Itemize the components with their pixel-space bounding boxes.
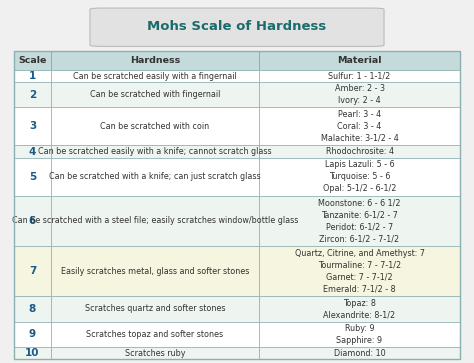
Text: 4: 4 — [29, 147, 36, 156]
Bar — [51, 82, 259, 107]
Text: Scratches topaz and softer stones: Scratches topaz and softer stones — [86, 330, 224, 339]
Text: 8: 8 — [29, 304, 36, 314]
Text: Moonstone: 6 - 6 1/2
Tanzanite: 6-1/2 - 7
Peridot: 6-1/2 - 7
Zircon: 6-1/2 - 7-1: Moonstone: 6 - 6 1/2 Tanzanite: 6-1/2 - … — [318, 199, 401, 243]
Bar — [51, 196, 259, 246]
Bar — [259, 347, 460, 359]
Bar — [51, 246, 259, 297]
Text: Can be scratched with a steel file; easily scratches window/bottle glass: Can be scratched with a steel file; easi… — [12, 216, 298, 225]
Text: 5: 5 — [29, 172, 36, 182]
Bar — [259, 297, 460, 322]
Bar — [259, 158, 460, 196]
Text: Can be scratched with fingernail: Can be scratched with fingernail — [90, 90, 220, 99]
Text: 7: 7 — [29, 266, 36, 276]
Text: Ruby: 9
Sapphire: 9: Ruby: 9 Sapphire: 9 — [337, 324, 383, 344]
Text: 3: 3 — [29, 121, 36, 131]
Text: Diamond: 10: Diamond: 10 — [334, 348, 385, 358]
Bar — [14, 246, 51, 297]
Text: Can be scratched easily with a knife; cannot scratch glass: Can be scratched easily with a knife; ca… — [38, 147, 272, 156]
Bar — [259, 82, 460, 107]
Bar — [51, 107, 259, 145]
Bar — [51, 347, 259, 359]
Bar — [14, 107, 51, 145]
Text: Topaz: 8
Alexandrite: 8-1/2: Topaz: 8 Alexandrite: 8-1/2 — [323, 299, 396, 319]
Text: 1: 1 — [29, 71, 36, 81]
Text: 6: 6 — [29, 216, 36, 226]
Text: 9: 9 — [29, 329, 36, 339]
Text: Amber: 2 - 3
Ivory: 2 - 4: Amber: 2 - 3 Ivory: 2 - 4 — [335, 85, 384, 105]
Text: Scratches ruby: Scratches ruby — [125, 348, 185, 358]
Bar — [259, 322, 460, 347]
Bar — [259, 70, 460, 82]
Text: Lapis Lazuli: 5 - 6
Turquoise: 5 - 6
Opal: 5-1/2 - 6-1/2: Lapis Lazuli: 5 - 6 Turquoise: 5 - 6 Opa… — [323, 160, 396, 193]
Text: 10: 10 — [25, 348, 40, 358]
Text: Scale: Scale — [18, 56, 46, 65]
Bar — [259, 246, 460, 297]
Text: Pearl: 3 - 4
Coral: 3 - 4
Malachite: 3-1/2 - 4: Pearl: 3 - 4 Coral: 3 - 4 Malachite: 3-1… — [320, 110, 399, 143]
Bar — [14, 145, 51, 158]
Bar — [51, 322, 259, 347]
Text: Scratches quartz and softer stones: Scratches quartz and softer stones — [85, 305, 225, 314]
Bar — [14, 70, 51, 82]
Text: Rhodochrosite: 4: Rhodochrosite: 4 — [326, 147, 393, 156]
Bar — [259, 51, 460, 70]
Bar — [259, 145, 460, 158]
Text: Easily scratches metal, glass and softer stones: Easily scratches metal, glass and softer… — [61, 267, 249, 276]
Bar — [259, 196, 460, 246]
Bar — [51, 145, 259, 158]
Text: Hardness: Hardness — [130, 56, 180, 65]
Bar — [14, 51, 51, 70]
Bar — [51, 51, 259, 70]
Bar — [14, 322, 51, 347]
FancyBboxPatch shape — [90, 8, 384, 46]
Text: Can be scratched with a knife; can just scratch glass: Can be scratched with a knife; can just … — [49, 172, 261, 181]
Text: Can be scratched with coin: Can be scratched with coin — [100, 122, 210, 131]
Text: Material: Material — [337, 56, 382, 65]
Text: Quartz, Citrine, and Amethyst: 7
Tourmaline: 7 - 7-1/2
Garnet: 7 - 7-1/2
Emerald: Quartz, Citrine, and Amethyst: 7 Tourmal… — [294, 249, 425, 293]
Bar — [14, 347, 51, 359]
Bar — [259, 107, 460, 145]
Bar — [51, 158, 259, 196]
Bar — [14, 196, 51, 246]
Text: Mohs Scale of Hardness: Mohs Scale of Hardness — [147, 20, 327, 33]
Bar — [14, 297, 51, 322]
Bar — [51, 70, 259, 82]
Bar — [51, 297, 259, 322]
Text: Sulfur: 1 - 1-1/2: Sulfur: 1 - 1-1/2 — [328, 72, 391, 81]
Text: 2: 2 — [29, 90, 36, 100]
Text: Can be scratched easily with a fingernail: Can be scratched easily with a fingernai… — [73, 72, 237, 81]
Bar — [14, 158, 51, 196]
Bar — [14, 82, 51, 107]
